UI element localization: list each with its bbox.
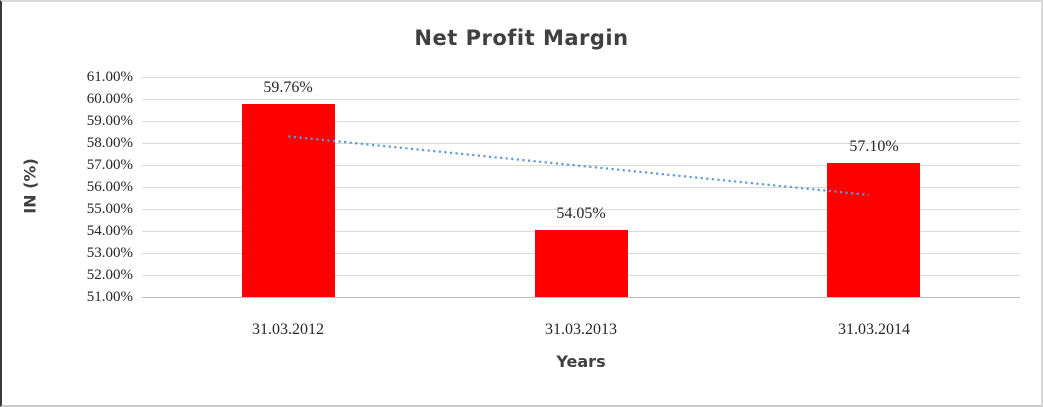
y-tick-label: 53.00% xyxy=(86,245,133,261)
category-label: 31.03.2013 xyxy=(545,321,617,338)
y-tick-label: 52.00% xyxy=(86,267,133,283)
x-axis-title: Years xyxy=(556,352,606,371)
y-tick-label: 56.00% xyxy=(86,179,133,195)
y-tick-label: 54.00% xyxy=(86,223,133,239)
y-tick-label: 59.00% xyxy=(86,113,133,129)
category-label: 31.03.2014 xyxy=(838,321,910,338)
bar-31.03.2012 xyxy=(242,104,335,297)
y-tick-label: 57.00% xyxy=(86,157,133,173)
bar-value-label: 57.10% xyxy=(849,138,899,155)
y-tick-label: 55.00% xyxy=(86,201,133,217)
gridline xyxy=(142,209,1020,210)
bar-value-label: 59.76% xyxy=(263,79,313,96)
category-label: 31.03.2012 xyxy=(252,321,324,338)
y-tick-label: 58.00% xyxy=(86,135,133,151)
x-axis-line xyxy=(142,297,1020,298)
chart-title: Net Profit Margin xyxy=(414,26,629,50)
bar-value-label: 54.05% xyxy=(556,205,606,222)
gridline xyxy=(142,77,1020,78)
gridline xyxy=(142,99,1020,100)
bar-31.03.2013 xyxy=(535,230,628,297)
y-tick-label: 60.00% xyxy=(86,91,133,107)
y-tick-label: 51.00% xyxy=(86,289,133,305)
gridline xyxy=(142,121,1020,122)
y-tick-label: 61.00% xyxy=(86,69,133,85)
bar-31.03.2014 xyxy=(827,163,920,297)
